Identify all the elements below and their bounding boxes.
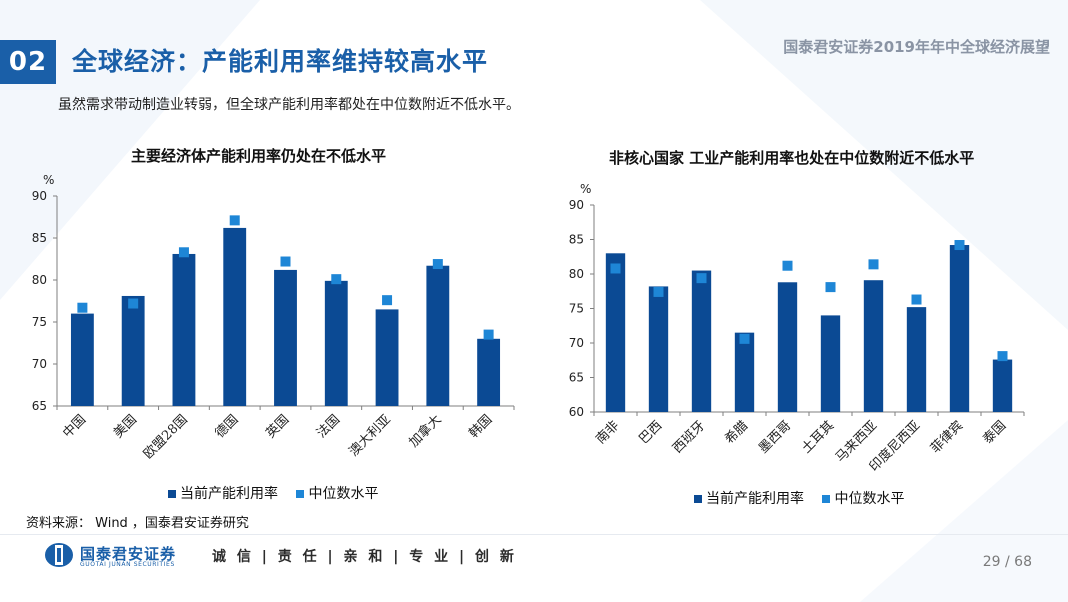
- bar: [605, 253, 626, 412]
- bar: [70, 313, 94, 406]
- page-number: 29 / 68: [982, 554, 1032, 570]
- x-tick-label: 南非: [593, 418, 623, 448]
- legend-bar-label: 当前产能利用率: [706, 491, 804, 507]
- chart-left-legend: 当前产能利用率 中位数水平: [168, 483, 378, 503]
- bar: [426, 265, 450, 406]
- y-tick-label: 70: [32, 357, 47, 371]
- legend-marker-label: 中位数水平: [834, 491, 905, 507]
- y-axis-unit-label: %: [580, 182, 591, 196]
- legend-bar-entry: 当前产能利用率: [694, 491, 804, 507]
- median-marker: [653, 286, 664, 297]
- median-marker: [77, 302, 88, 313]
- legend-marker-swatch: [822, 495, 831, 503]
- median-marker: [825, 282, 836, 293]
- report-name: 国泰君安证券2019年年中全球经济展望: [783, 38, 1050, 56]
- bar: [992, 359, 1013, 412]
- legend-bar-swatch: [694, 495, 702, 503]
- y-tick-label: 85: [32, 231, 47, 245]
- y-tick-label: 70: [569, 336, 584, 350]
- chart-right-title: 非核心国家 工业产能利用率也处在中位数附近不低水平: [609, 149, 975, 167]
- median-marker: [696, 273, 707, 284]
- median-marker: [229, 215, 240, 226]
- median-marker: [178, 247, 189, 258]
- legend-marker-entry: 中位数水平: [296, 486, 378, 502]
- y-axis-unit-label: %: [43, 173, 54, 187]
- bar: [949, 245, 970, 412]
- legend-marker-label: 中位数水平: [308, 486, 379, 502]
- bar: [691, 270, 712, 412]
- x-tick-label: 菲律宾: [927, 418, 966, 457]
- chart-right-legend: 当前产能利用率 中位数水平: [694, 488, 904, 508]
- bar: [820, 315, 841, 412]
- company-name-en: GUOTAI JUNAN SECURITIES: [80, 561, 175, 568]
- median-marker: [280, 256, 291, 267]
- y-tick-label: 75: [569, 302, 584, 316]
- legend-bar-entry: 当前产能利用率: [168, 486, 278, 502]
- y-tick-label: 90: [569, 198, 584, 212]
- y-tick-label: 75: [32, 315, 47, 329]
- company-logo-icon: [45, 543, 73, 567]
- median-marker: [911, 294, 922, 305]
- footer-divider: [0, 534, 1068, 535]
- median-marker: [868, 259, 879, 270]
- bar: [906, 307, 927, 412]
- median-marker: [997, 351, 1008, 362]
- y-tick-label: 80: [569, 267, 584, 281]
- x-tick-label: 西班牙: [670, 418, 708, 456]
- median-marker: [128, 298, 139, 309]
- y-tick-label: 80: [32, 273, 47, 287]
- bar: [223, 227, 247, 406]
- median-marker: [331, 274, 342, 285]
- median-marker: [954, 240, 965, 251]
- x-tick-label: 土耳其: [799, 418, 837, 456]
- legend-bar-label: 当前产能利用率: [180, 486, 278, 502]
- bar: [477, 338, 501, 406]
- legend-marker-entry: 中位数水平: [822, 491, 904, 507]
- bar: [324, 280, 348, 406]
- median-marker: [610, 263, 621, 274]
- median-marker: [432, 259, 443, 270]
- company-name: 国泰君安证券: [80, 545, 177, 563]
- legend-marker-swatch: [296, 490, 305, 498]
- source-note: 资料来源： Wind ，国泰君安证券研究: [26, 516, 249, 531]
- median-marker: [739, 333, 750, 344]
- y-tick-label: 85: [569, 233, 584, 247]
- bar: [734, 332, 755, 412]
- median-marker: [483, 329, 494, 340]
- bar: [274, 269, 297, 406]
- page-subtitle: 虽然需求带动制造业转弱，但全球产能利用率都处在中位数附近不低水平。: [58, 97, 520, 113]
- chart-left-title: 主要经济体产能利用率仍处在不低水平: [131, 147, 387, 165]
- bar: [172, 253, 196, 406]
- company-motto: 诚 信 | 责 任 | 亲 和 | 专 业 | 创 新: [212, 549, 517, 565]
- legend-bar-swatch: [168, 490, 176, 498]
- y-tick-label: 90: [32, 189, 47, 203]
- bar: [777, 282, 798, 412]
- x-tick-label: 希腊: [722, 418, 751, 447]
- y-tick-label: 65: [32, 399, 47, 413]
- section-number-badge: 02: [0, 40, 56, 84]
- median-marker: [782, 260, 793, 271]
- x-tick-label: 巴西: [636, 418, 665, 447]
- page-title: 全球经济：产能利用率维持较高水平: [72, 47, 489, 76]
- x-tick-label: 墨西哥: [756, 418, 794, 456]
- y-tick-label: 65: [569, 371, 584, 385]
- bar: [375, 309, 399, 406]
- median-marker: [382, 295, 393, 306]
- x-tick-label: 泰国: [980, 418, 1009, 447]
- bar: [648, 286, 669, 412]
- y-tick-label: 60: [569, 405, 584, 419]
- bar: [863, 280, 884, 412]
- bar: [121, 295, 145, 406]
